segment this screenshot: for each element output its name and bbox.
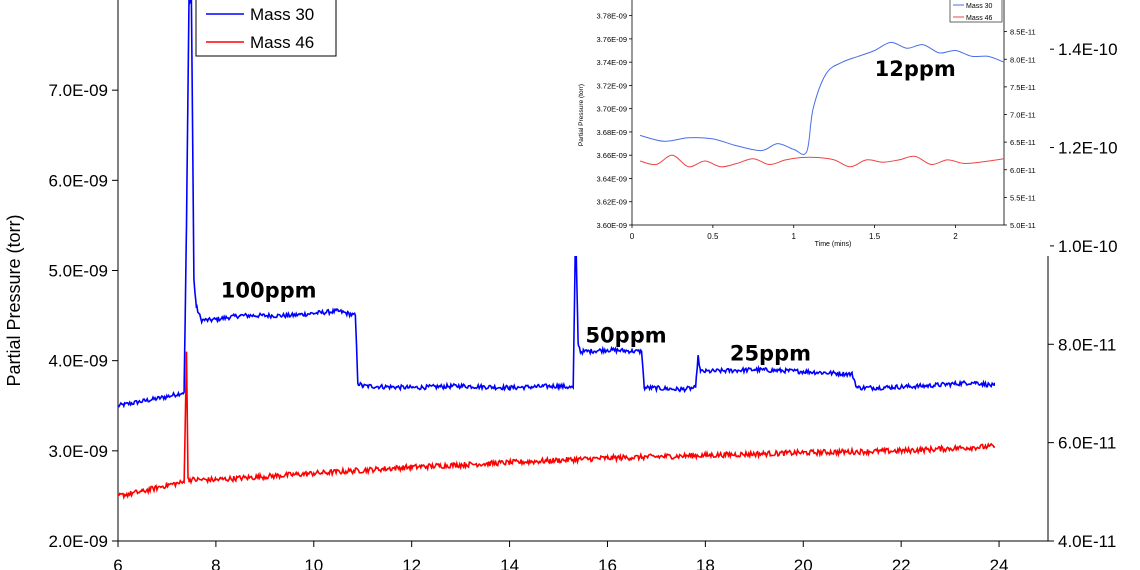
inset-y2-tick-label: 5.5E-11 — [1010, 193, 1036, 202]
main-annotation-1: 50ppm — [585, 324, 666, 348]
inset-x-tick-label: 0 — [630, 232, 635, 241]
inset-series-line-1 — [639, 154, 1004, 168]
inset-annotation-0: 12ppm — [875, 57, 956, 81]
inset-y-tick-label: 3.70E-09 — [597, 105, 627, 114]
main-x-tick-label: 16 — [598, 556, 617, 570]
main-x-tick-label: 10 — [304, 556, 323, 570]
inset-x-tick-label: 1 — [792, 232, 797, 241]
main-y2-tick-label: 8.0E-11 — [1058, 335, 1116, 354]
main-annotation-0: 100ppm — [221, 279, 317, 303]
inset-y-tick-label: 3.60E-09 — [597, 221, 627, 230]
main-y-tick-label: 5.0E-09 — [48, 262, 108, 281]
main-legend-label: Mass 46 — [250, 33, 314, 52]
main-x-tick-label: 24 — [990, 556, 1009, 570]
main-x-tick-label: 22 — [892, 556, 911, 570]
main-y-tick-label: 2.0E-09 — [48, 532, 108, 551]
inset-y2-tick-label: 7.0E-11 — [1010, 111, 1036, 120]
inset-y-tick-label: 3.72E-09 — [597, 81, 627, 90]
main-y2-tick-label: 4.0E-11 — [1058, 532, 1116, 551]
inset-x-tick-label: 1.5 — [869, 232, 881, 241]
inset-background — [572, 0, 1050, 256]
main-x-tick-label: 6 — [113, 556, 122, 570]
main-x-tick-label: 8 — [211, 556, 220, 570]
inset-y-tick-label: 3.76E-09 — [597, 35, 627, 44]
main-annotation-2: 25ppm — [730, 342, 811, 366]
main-y-tick-label: 3.0E-09 — [48, 442, 108, 461]
inset-y-tick-label: 3.66E-09 — [597, 151, 627, 160]
inset-y-tick-label: 3.64E-09 — [597, 174, 627, 183]
main-x-tick-label: 14 — [500, 556, 519, 570]
inset-legend-label: Mass 30 — [966, 3, 993, 10]
inset-chart: 0 0.5 1 1.5 2 Time (mins) 3.60E-09 3.62E-09 3.64… — [578, 0, 1036, 248]
main-y-tick-label: 6.0E-09 — [48, 171, 108, 190]
inset-x-tick-label: 0.5 — [707, 232, 719, 241]
main-y2-tick-label: 6.0E-11 — [1058, 434, 1116, 453]
inset-legend: Mass 30 Mass 46 — [949, 0, 1003, 23]
inset-x-tick-label: 2 — [953, 232, 958, 241]
main-series-line-1 — [118, 351, 995, 501]
inset-legend-label: Mass 46 — [966, 15, 993, 22]
inset-y-tick-label: 3.78E-09 — [597, 12, 627, 21]
main-y2-tick-label: 1.2E-10 — [1058, 139, 1118, 158]
main-chart: 6 8 10 12 14 16 18 20 22 242.0E-093.0E-094.0E-095… — [4, 0, 1118, 570]
inset-y-tick-label: 3.68E-09 — [597, 128, 627, 137]
inset-y2-tick-label: 6.5E-11 — [1010, 138, 1036, 147]
main-series-line-0 — [118, 0, 995, 409]
inset-y-axis-label: Partial Pressure (torr) — [578, 84, 585, 146]
inset-y2-tick-label: 8.0E-11 — [1010, 55, 1036, 64]
main-legend-box — [195, 0, 337, 57]
inset-y2-tick-label: 7.5E-11 — [1010, 83, 1036, 92]
main-y-tick-label: 7.0E-09 — [48, 81, 108, 100]
inset-y-tick-label: 3.62E-09 — [597, 198, 627, 207]
inset-x-axis-label: Time (mins) — [815, 241, 852, 248]
inset-series-line-0 — [639, 41, 1004, 155]
main-y-tick-label: 4.0E-09 — [48, 352, 108, 371]
inset-plot-frame — [631, 0, 1005, 226]
main-y-axis-label: Partial Pressure (torr) — [4, 214, 24, 386]
inset-y2-tick-label: 5.0E-11 — [1010, 221, 1036, 230]
main-x-tick-label: 12 — [402, 556, 421, 570]
inset-y2-tick-label: 6.0E-11 — [1010, 166, 1036, 175]
main-y2-tick-label: 1.4E-10 — [1058, 40, 1118, 59]
main-legend-label: Mass 30 — [250, 5, 314, 24]
main-legend: Mass 30 Mass 46 — [195, 0, 337, 57]
main-x-tick-label: 20 — [794, 556, 813, 570]
main-y2-tick-label: 1.0E-10 — [1058, 237, 1118, 256]
inset-y2-tick-label: 8.5E-11 — [1010, 28, 1036, 37]
main-x-tick-label: 18 — [696, 556, 715, 570]
inset-y-tick-label: 3.74E-09 — [597, 58, 627, 67]
